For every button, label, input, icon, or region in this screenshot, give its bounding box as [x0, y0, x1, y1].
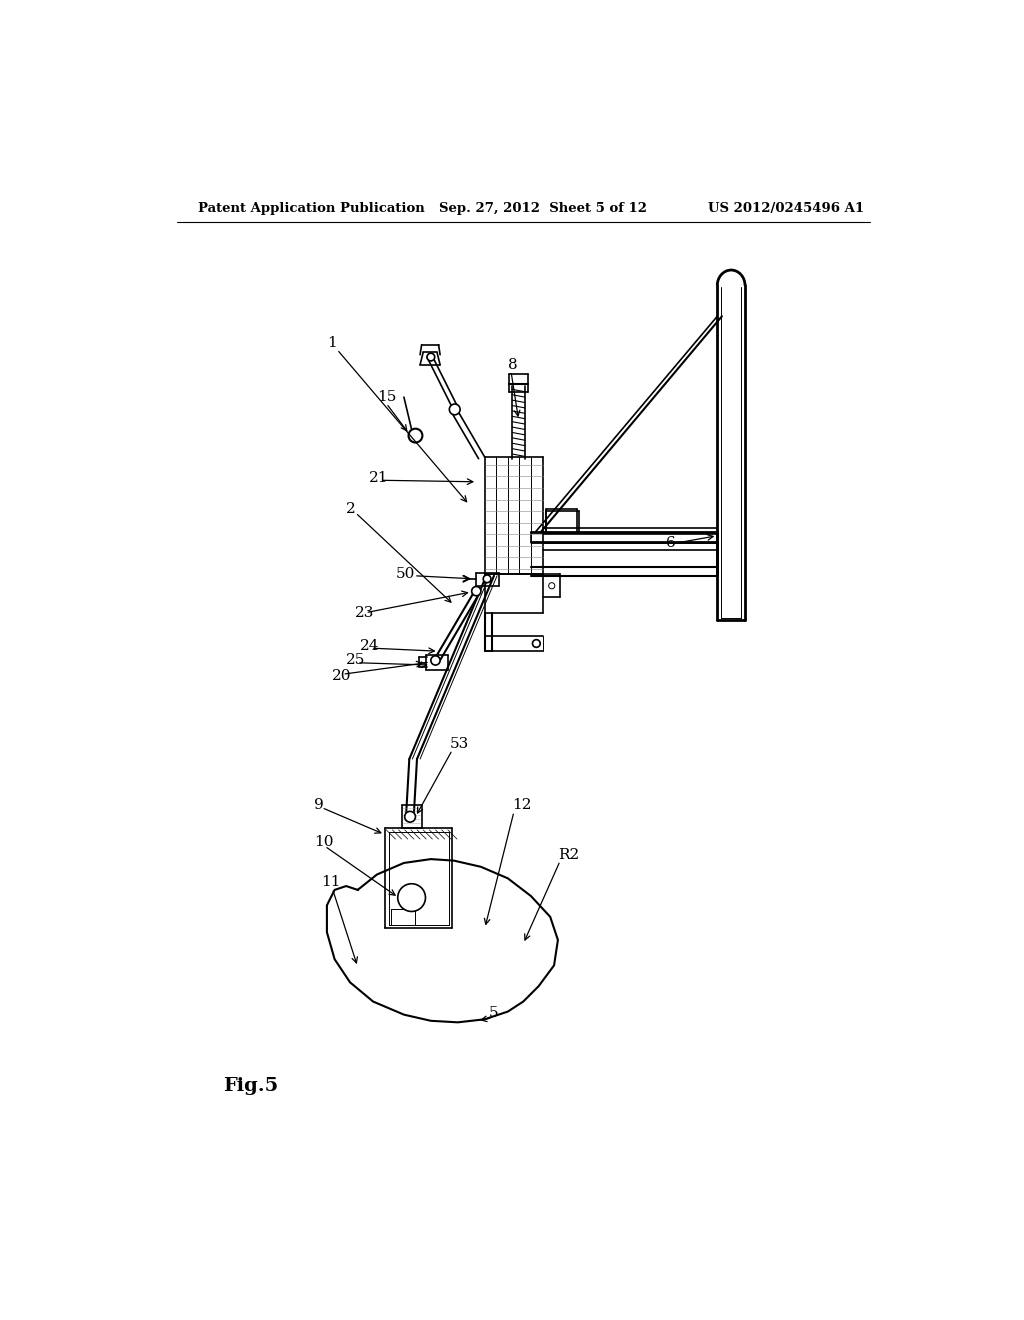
- Text: 21: 21: [370, 471, 389, 484]
- Text: 50: 50: [396, 568, 416, 581]
- Text: Patent Application Publication: Patent Application Publication: [199, 202, 425, 215]
- Circle shape: [549, 582, 555, 589]
- Circle shape: [532, 640, 541, 647]
- Text: Fig.5: Fig.5: [223, 1077, 279, 1096]
- Text: 6: 6: [666, 536, 676, 550]
- Text: US 2012/0245496 A1: US 2012/0245496 A1: [708, 202, 864, 215]
- Text: Sep. 27, 2012  Sheet 5 of 12: Sep. 27, 2012 Sheet 5 of 12: [438, 202, 646, 215]
- Circle shape: [404, 812, 416, 822]
- Text: 11: 11: [322, 875, 341, 890]
- Circle shape: [472, 586, 481, 595]
- Circle shape: [427, 354, 435, 360]
- Text: 53: 53: [451, 737, 469, 751]
- Text: 12: 12: [512, 799, 531, 812]
- Circle shape: [431, 656, 440, 665]
- Text: 2: 2: [346, 502, 356, 516]
- Circle shape: [409, 429, 422, 442]
- Circle shape: [483, 576, 490, 582]
- Circle shape: [450, 404, 460, 414]
- Text: 20: 20: [333, 669, 352, 682]
- Text: 25: 25: [346, 653, 366, 668]
- Text: 15: 15: [377, 391, 396, 404]
- Text: 24: 24: [360, 639, 380, 653]
- Text: 1: 1: [327, 337, 337, 350]
- Text: 9: 9: [313, 799, 324, 812]
- Text: 8: 8: [508, 358, 517, 372]
- Text: 5: 5: [488, 1006, 499, 1020]
- Text: 10: 10: [313, 836, 334, 849]
- Text: R2: R2: [558, 849, 580, 862]
- Text: 23: 23: [355, 606, 375, 619]
- Circle shape: [397, 884, 425, 911]
